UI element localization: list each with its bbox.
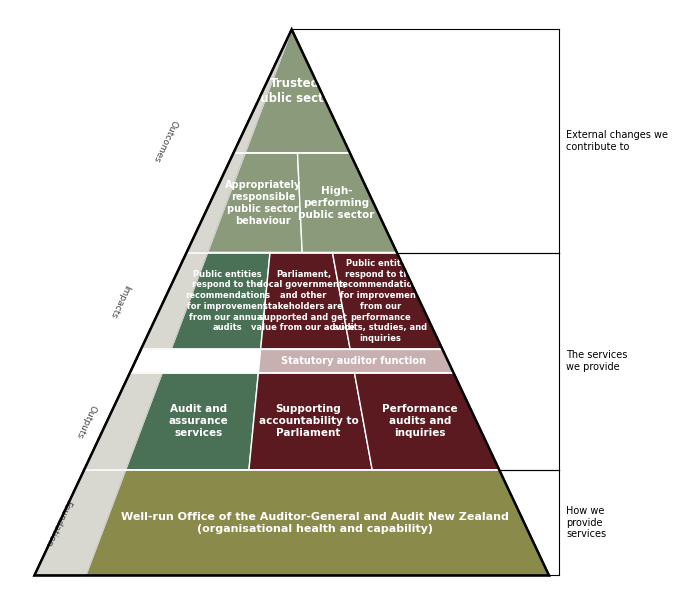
Text: Outcomes: Outcomes [151, 119, 179, 164]
Text: Impacts: Impacts [108, 283, 132, 319]
Text: Public entities
respond to the
recommendations
for improvement
from our
performa: Public entities respond to the recommend… [333, 259, 428, 343]
Polygon shape [260, 253, 350, 349]
Text: How we
provide
services: How we provide services [566, 506, 606, 539]
Text: Supporting
accountability to
Parliament: Supporting accountability to Parliament [258, 404, 358, 438]
Polygon shape [332, 253, 442, 349]
Polygon shape [187, 29, 292, 253]
Text: Audit and
assurance
services: Audit and assurance services [169, 404, 229, 438]
Text: The services
we provide: The services we provide [566, 350, 627, 372]
Text: Parliament,
local government,
and other
stakeholders are
supported and get
value: Parliament, local government, and other … [251, 270, 355, 332]
Polygon shape [245, 29, 350, 153]
Text: Foundation: Foundation [43, 498, 72, 547]
Polygon shape [86, 470, 549, 576]
Text: Outputs: Outputs [74, 403, 98, 440]
Polygon shape [34, 29, 549, 576]
Polygon shape [208, 153, 302, 253]
Text: Trusted
public sector: Trusted public sector [252, 77, 337, 105]
Polygon shape [298, 153, 397, 253]
Polygon shape [258, 349, 454, 373]
Polygon shape [126, 373, 258, 470]
Text: High-
performing
public sector: High- performing public sector [298, 186, 374, 220]
Text: Public entities
respond to the
recommendations
for improvement
from our annual
a: Public entities respond to the recommend… [185, 270, 270, 332]
Polygon shape [354, 373, 499, 470]
Text: External changes we
contribute to: External changes we contribute to [566, 130, 668, 152]
Polygon shape [249, 373, 372, 470]
Polygon shape [84, 373, 162, 470]
Text: Statutory auditor function: Statutory auditor function [281, 356, 426, 366]
Polygon shape [141, 253, 208, 349]
Text: Performance
audits and
inquiries: Performance audits and inquiries [382, 404, 458, 438]
Text: Well-run Office of the Auditor-General and Audit New Zealand
(organisational hea: Well-run Office of the Auditor-General a… [121, 512, 509, 534]
Polygon shape [34, 470, 126, 576]
Polygon shape [171, 253, 270, 349]
Text: Appropriately
responsible
public sector
behaviour: Appropriately responsible public sector … [225, 180, 301, 226]
